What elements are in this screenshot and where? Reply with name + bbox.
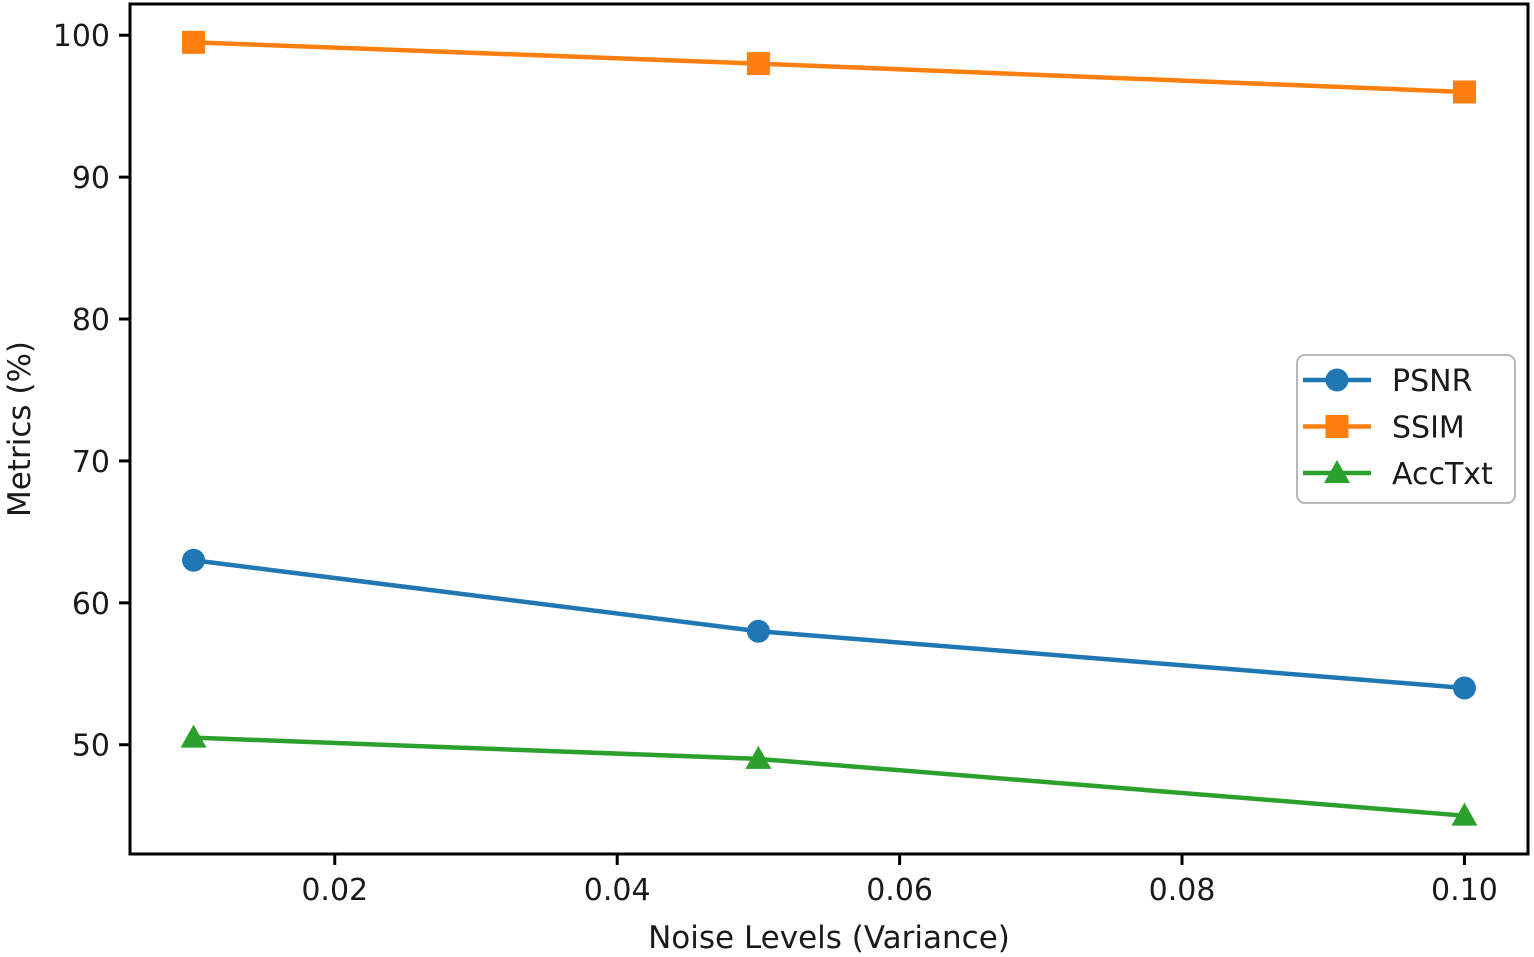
legend-box [1296,354,1516,504]
x-tick-label: 0.08 [1149,873,1216,908]
marker-psnr [746,619,770,643]
marker-acctxt [180,724,207,748]
marker-ssim [746,52,770,76]
legend-entry-ssim: SSIM [1303,411,1465,446]
marker-ssim [1452,80,1476,104]
legend-label: AccTxt [1392,457,1493,492]
x-axis-label: Noise Levels (Variance) [648,920,1010,956]
y-tick-label: 70 [72,445,110,480]
marker-ssim [182,30,206,54]
y-axis-label: Metrics (%) [2,341,38,517]
y-tick-label: 60 [72,587,110,622]
legend-marker-square [1325,415,1349,438]
marker-psnr [182,548,206,572]
y-tick-label: 80 [72,303,110,338]
marker-psnr [1452,676,1476,700]
series-line-acctxt [191,735,1467,818]
x-tick-label: 0.06 [866,873,933,908]
legend-label: SSIM [1392,411,1465,446]
legend-label: PSNR [1392,364,1472,399]
legend-marker-triangle [1324,460,1350,483]
y-tick-label: 50 [72,729,110,764]
x-tick-label: 0.10 [1431,873,1498,908]
plot-border [128,2,1530,856]
series-acctxt [180,724,1478,826]
legend-entry-acctxt: AccTxt [1303,457,1493,492]
series-line-psnr [191,558,1467,691]
legend: PSNR SSIM AccTxt [1296,354,1516,504]
y-tick-label: 90 [72,161,110,196]
series-line-ssim [191,40,1467,95]
y-tick-label: 100 [53,19,110,54]
x-tick-label: 0.04 [584,873,651,908]
legend-marker-circle [1325,368,1349,392]
series-ssim [182,30,1476,104]
marker-acctxt [745,745,772,769]
legend-entry-psnr: PSNR [1303,364,1472,399]
series-psnr [182,548,1476,700]
marker-acctxt [1451,802,1478,826]
x-tick-label: 0.02 [301,873,368,908]
